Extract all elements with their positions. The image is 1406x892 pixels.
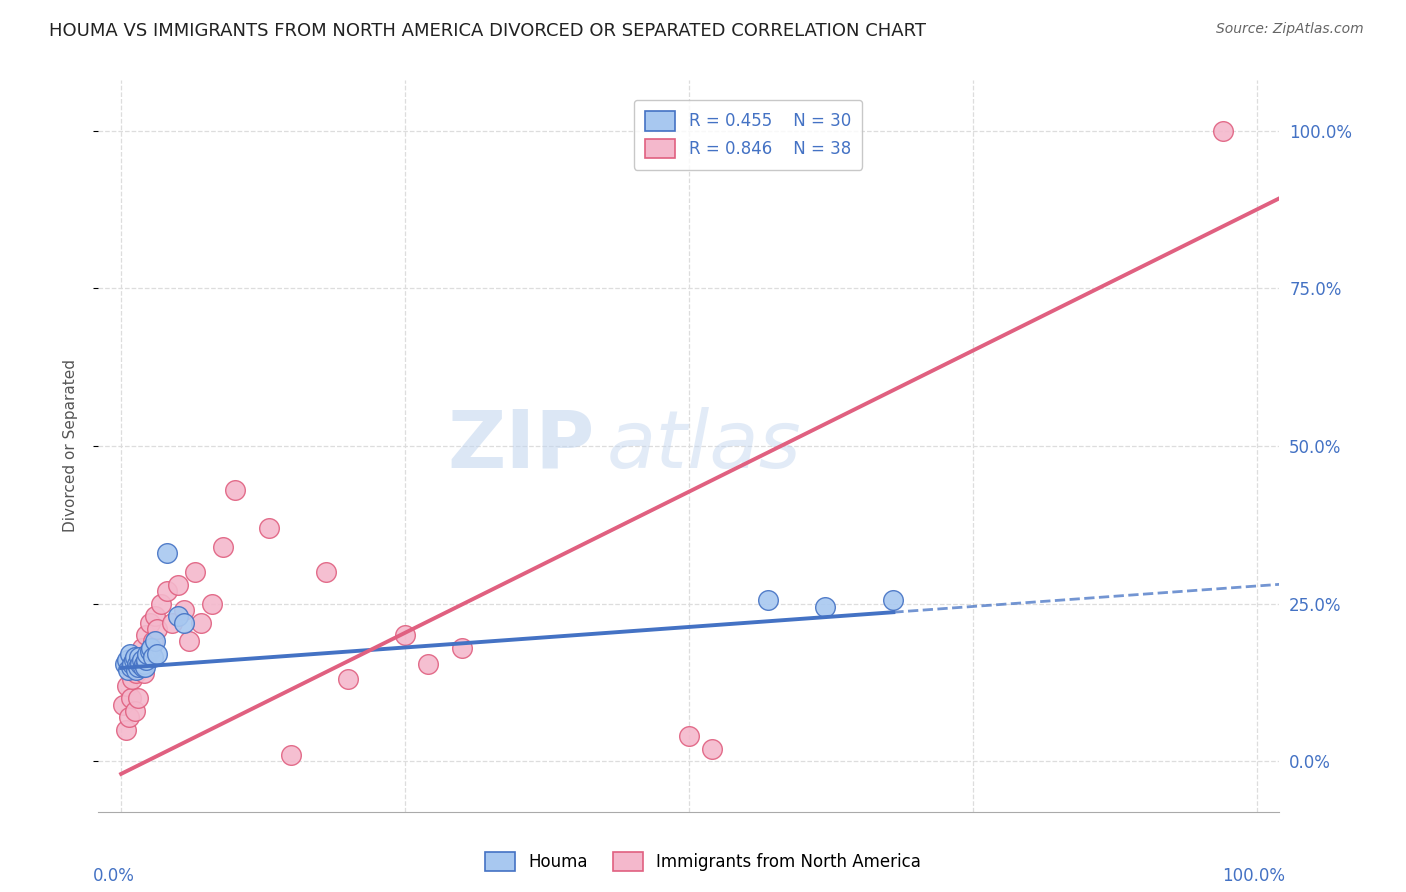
Point: [212, 540, 235, 554]
Point: [167, 609, 190, 624]
Point: [114, 723, 136, 737]
Point: [132, 665, 155, 680]
Point: [1212, 124, 1234, 138]
Point: [224, 483, 246, 497]
Point: [122, 653, 145, 667]
Point: [120, 691, 142, 706]
Point: [173, 603, 195, 617]
Point: [162, 615, 183, 630]
Point: [127, 691, 149, 706]
Point: [128, 650, 150, 665]
Text: ZIP: ZIP: [447, 407, 595, 485]
Point: [315, 565, 337, 579]
Point: [138, 644, 160, 658]
Point: [120, 647, 142, 661]
Point: [173, 615, 195, 630]
Text: Source: ZipAtlas.com: Source: ZipAtlas.com: [1216, 22, 1364, 37]
Point: [149, 597, 172, 611]
Point: [125, 663, 148, 677]
Point: [146, 647, 169, 661]
Point: [155, 546, 177, 560]
Point: [132, 659, 155, 673]
Text: HOUMA VS IMMIGRANTS FROM NORTH AMERICA DIVORCED OR SEPARATED CORRELATION CHART: HOUMA VS IMMIGRANTS FROM NORTH AMERICA D…: [49, 22, 927, 40]
Point: [124, 704, 146, 718]
Point: [394, 628, 416, 642]
Point: [450, 640, 472, 655]
Point: [121, 673, 143, 687]
Point: [135, 628, 157, 642]
Point: [125, 657, 148, 671]
Point: [184, 565, 207, 579]
Point: [120, 659, 142, 673]
Point: [416, 657, 439, 671]
Point: [142, 650, 165, 665]
Point: [700, 741, 723, 756]
Point: [155, 584, 177, 599]
Point: [167, 578, 190, 592]
Point: [121, 657, 143, 671]
Point: [128, 653, 150, 667]
Point: [136, 647, 159, 661]
Point: [138, 615, 160, 630]
Point: [257, 521, 280, 535]
Point: [143, 634, 166, 648]
Point: [139, 640, 162, 655]
Point: [179, 634, 201, 648]
Point: [117, 663, 139, 677]
Point: [125, 665, 148, 680]
Legend: R = 0.455    N = 30, R = 0.846    N = 38: R = 0.455 N = 30, R = 0.846 N = 38: [634, 100, 862, 169]
Point: [115, 679, 138, 693]
Point: [142, 634, 165, 648]
Point: [134, 659, 156, 673]
Point: [814, 599, 837, 614]
Point: [127, 659, 149, 673]
Point: [190, 615, 212, 630]
Point: [758, 593, 780, 607]
Point: [201, 597, 224, 611]
Point: [112, 698, 135, 712]
Point: [118, 710, 141, 724]
Text: 0.0%: 0.0%: [93, 867, 135, 885]
Y-axis label: Divorced or Separated: Divorced or Separated: [63, 359, 77, 533]
Legend: Houma, Immigrants from North America: Houma, Immigrants from North America: [477, 843, 929, 880]
Point: [131, 640, 153, 655]
Point: [124, 650, 146, 665]
Point: [135, 653, 157, 667]
Point: [131, 653, 153, 667]
Point: [132, 657, 155, 671]
Text: atlas: atlas: [606, 407, 801, 485]
Point: [143, 609, 166, 624]
Point: [882, 593, 904, 607]
Point: [114, 657, 136, 671]
Text: 100.0%: 100.0%: [1222, 867, 1285, 885]
Point: [678, 729, 700, 743]
Point: [115, 653, 138, 667]
Point: [280, 747, 302, 762]
Point: [337, 673, 360, 687]
Point: [129, 657, 152, 671]
Point: [146, 622, 169, 636]
